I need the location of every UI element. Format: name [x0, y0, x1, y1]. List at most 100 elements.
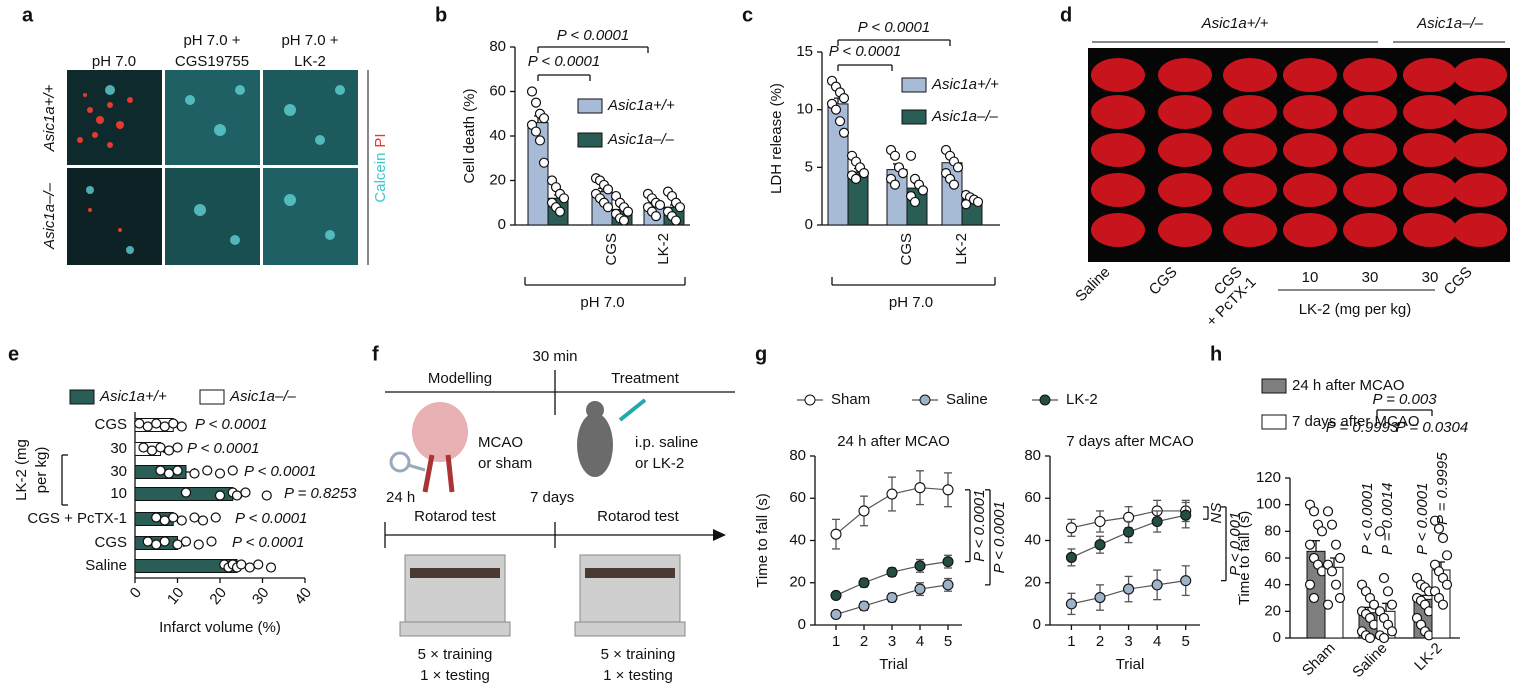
- column-label: LK-2: [294, 53, 326, 70]
- point: [858, 168, 870, 179]
- group-label: pH 7.0: [889, 294, 933, 311]
- annotation: P < 0.0001: [858, 19, 930, 36]
- point: [1322, 599, 1334, 610]
- legend-marker: [804, 394, 816, 406]
- point: [151, 512, 162, 523]
- point: [526, 86, 538, 97]
- annotation: P < 0.0001: [235, 510, 307, 527]
- panel-letter: h: [1210, 343, 1222, 365]
- column-label: CGS: [1441, 264, 1476, 299]
- y-tick-label: 0: [1273, 629, 1281, 646]
- y-tick-label: 60: [489, 82, 506, 99]
- point: [889, 150, 901, 161]
- point: [142, 421, 153, 432]
- marker: [942, 484, 954, 496]
- x-tick-label: 3: [1124, 633, 1132, 650]
- slice: [1158, 173, 1212, 207]
- point: [159, 421, 170, 432]
- point: [172, 465, 183, 476]
- y-tick-label: 5: [805, 158, 813, 175]
- slice: [1403, 213, 1457, 247]
- point: [850, 173, 862, 184]
- legend-marker: [919, 394, 931, 406]
- point: [155, 442, 166, 453]
- slice: [1343, 133, 1397, 167]
- annotation: P = 0.0304: [1396, 419, 1468, 436]
- legend-label: Asic1a+/+: [931, 76, 999, 93]
- point: [830, 104, 842, 115]
- marker: [886, 566, 898, 578]
- slice: [1091, 133, 1145, 167]
- y-tick-label: 40: [1264, 576, 1281, 593]
- y-tick-label: 80: [789, 447, 806, 464]
- y-axis-label: LDH release (%): [768, 83, 785, 194]
- x-tick-label: 30: [249, 584, 273, 608]
- point: [176, 515, 187, 526]
- y-tick-label: 0: [805, 216, 813, 233]
- panel-letter: d: [1060, 4, 1072, 26]
- point: [1330, 539, 1342, 550]
- x-tick-label: CGS: [603, 233, 620, 266]
- slice: [1091, 95, 1145, 129]
- y-tick-label: 40: [789, 531, 806, 548]
- point: [948, 179, 960, 190]
- point: [1316, 526, 1328, 537]
- point: [538, 113, 550, 124]
- group-label: per kg): [33, 447, 50, 494]
- group-label: LK-2 (mg: [13, 439, 30, 501]
- x-tick-label: 4: [1153, 633, 1161, 650]
- y-axis-label: Cell death (%): [461, 88, 478, 183]
- point: [1429, 515, 1441, 526]
- slice: [1283, 58, 1337, 92]
- point: [163, 468, 175, 479]
- phase: Modelling: [428, 370, 492, 387]
- point: [838, 127, 850, 138]
- legend-swatch: [577, 132, 603, 148]
- marker: [1123, 583, 1135, 595]
- point: [650, 211, 662, 222]
- annotation: P = 0.8253: [284, 485, 357, 502]
- point: [1386, 626, 1398, 637]
- marker: [858, 600, 870, 612]
- marker: [1151, 515, 1163, 528]
- panel-letter: f: [372, 343, 379, 365]
- annotation: P < 0.0001: [528, 53, 600, 70]
- y-tick-label: 0: [798, 616, 806, 633]
- point: [1378, 632, 1390, 644]
- y-tick-label: 20: [789, 574, 806, 591]
- y-tick-label: Saline: [85, 557, 127, 574]
- point: [134, 418, 145, 429]
- marker: [1065, 551, 1077, 563]
- slice: [1283, 213, 1337, 247]
- annotation: P < 0.0001: [829, 43, 901, 60]
- annotation: NS: [1208, 503, 1225, 524]
- y-tick-label: 20: [1264, 602, 1281, 619]
- marker: [1094, 591, 1106, 604]
- legend-marker: [1039, 394, 1051, 406]
- time-label: 7 days: [530, 489, 574, 506]
- marker: [830, 608, 842, 620]
- x-tick-label: 40: [291, 584, 315, 608]
- marker: [1151, 579, 1163, 591]
- marker: [914, 482, 926, 494]
- x-tick-label: 2: [1096, 633, 1104, 650]
- x-tick-label: 20: [206, 584, 230, 608]
- point: [670, 215, 682, 226]
- point: [1368, 599, 1380, 610]
- annotation: P < 0.0001: [557, 27, 629, 44]
- point: [1441, 550, 1453, 561]
- x-tick-label: 0: [127, 584, 145, 601]
- y-tick-label: 80: [1024, 447, 1041, 464]
- label: or sham: [478, 455, 532, 472]
- point: [227, 465, 238, 476]
- slice: [1403, 173, 1457, 207]
- y-tick-label: 0: [1033, 616, 1041, 633]
- y-tick-label: CGS + PcTX-1: [27, 510, 127, 527]
- y-tick-label: 20: [489, 171, 506, 188]
- x-tick-label: 5: [944, 633, 952, 650]
- slice: [1403, 95, 1457, 129]
- legend-label: LK-2: [1066, 391, 1098, 408]
- legend-label: 7 days after MCAO: [1292, 413, 1420, 430]
- x-tick-label: Sham: [1299, 640, 1339, 680]
- point: [172, 539, 183, 550]
